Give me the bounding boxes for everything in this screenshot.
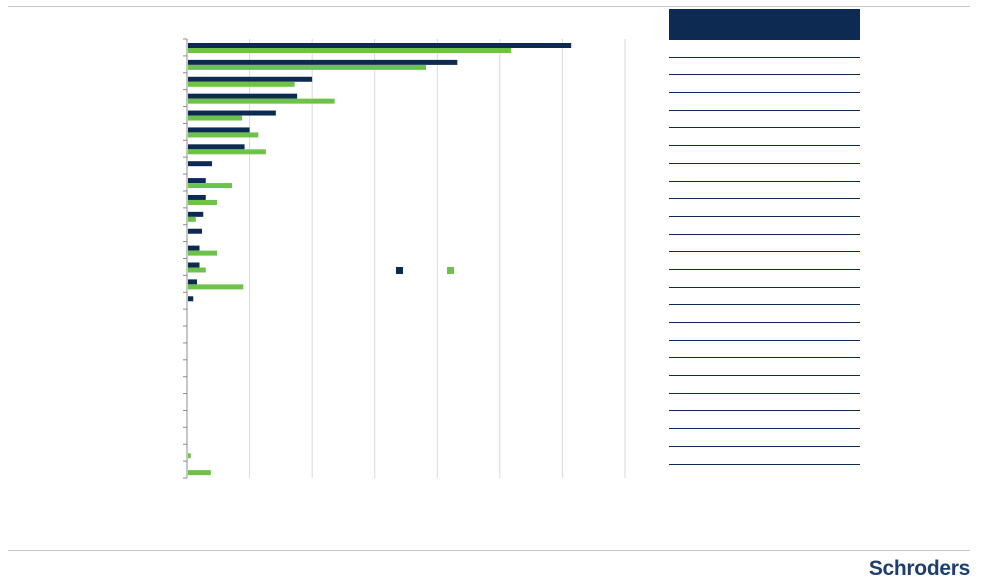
side-table-row	[669, 411, 860, 430]
side-table-row	[669, 429, 860, 447]
bar-series2	[188, 149, 266, 155]
bar-series1	[188, 178, 206, 184]
side-table-rows	[669, 40, 860, 465]
side-table-row	[669, 323, 860, 341]
bar-series2	[188, 470, 211, 476]
bar-series2	[188, 267, 206, 273]
bar-series2	[188, 81, 295, 87]
bar-series1	[188, 59, 458, 65]
bar-series1	[188, 43, 572, 48]
side-table-row	[669, 75, 860, 94]
bar-series2	[188, 216, 196, 222]
bar-series1	[188, 245, 200, 251]
side-table-row	[669, 252, 860, 270]
legend-swatch-series1	[396, 267, 403, 274]
side-table-row	[669, 182, 860, 200]
schroders-logo: Schroders	[868, 557, 970, 580]
side-table-row	[669, 288, 860, 306]
bar-series2	[188, 453, 191, 459]
legend-swatch-series2	[447, 267, 454, 274]
bar-series1	[188, 228, 203, 234]
bar-series1	[188, 262, 200, 268]
bar-series1	[188, 296, 194, 302]
side-table-row	[669, 270, 860, 288]
bar-series1	[188, 161, 213, 167]
side-table-row	[669, 305, 860, 323]
side-table-row	[669, 394, 860, 412]
side-table-row	[669, 217, 860, 235]
side-table-row	[669, 128, 860, 147]
bar-series1	[188, 127, 250, 133]
bottom-divider	[8, 550, 970, 551]
side-table-row	[669, 235, 860, 253]
bar-series1	[188, 144, 245, 150]
side-table-row	[669, 447, 860, 465]
bar-series1	[188, 76, 313, 82]
bar-series1	[188, 211, 204, 217]
side-table-row	[669, 93, 860, 111]
bar-series2	[188, 183, 233, 189]
bar-series2	[188, 115, 243, 121]
bar-series2	[188, 199, 218, 205]
side-table-row	[669, 199, 860, 217]
side-table-row	[669, 376, 860, 394]
bar-series1	[188, 110, 276, 116]
side-table-row	[669, 111, 860, 129]
bar-series2	[188, 48, 512, 53]
side-table-row	[669, 146, 860, 164]
bar-series1	[188, 93, 298, 99]
top-divider	[8, 6, 970, 7]
side-table-header	[669, 9, 860, 40]
side-table-row	[669, 58, 860, 76]
side-table-row	[669, 341, 860, 359]
bar-series2	[188, 250, 218, 256]
bar-series1	[188, 279, 198, 285]
side-table-row	[669, 40, 860, 58]
bar-series2	[188, 284, 244, 290]
bar-series2	[188, 64, 427, 70]
side-table-row	[669, 358, 860, 377]
bar-series2	[188, 132, 259, 138]
side-table-row	[669, 164, 860, 182]
bar-series2	[188, 98, 335, 104]
side-table	[669, 9, 860, 465]
bar-series1	[188, 194, 206, 200]
